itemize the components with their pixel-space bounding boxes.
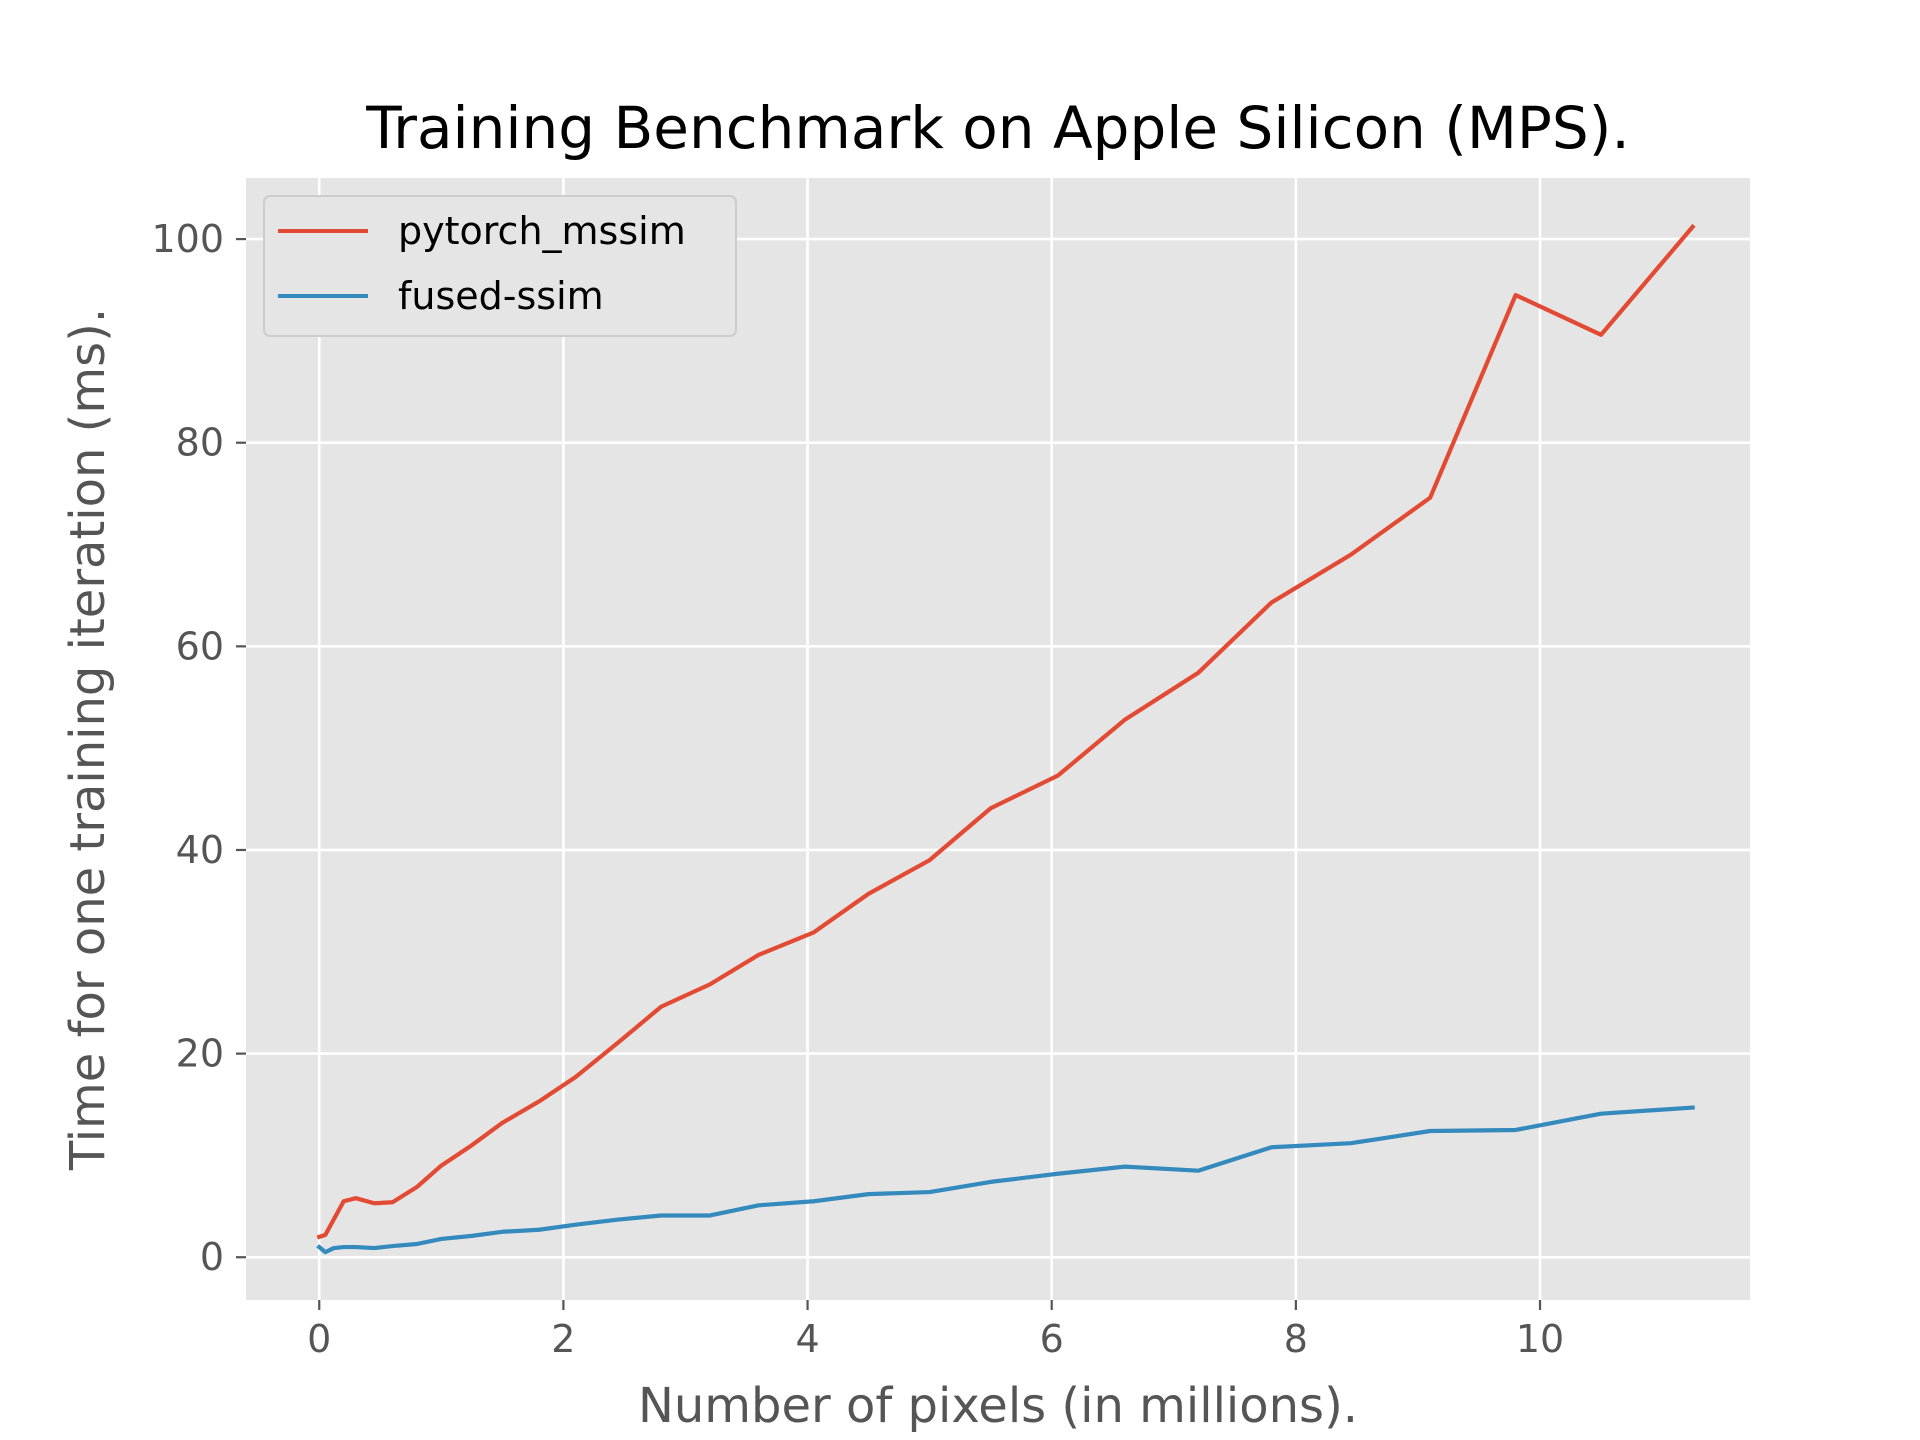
- y-tick-label: 100: [151, 217, 224, 261]
- plot-area: [246, 178, 1750, 1300]
- legend-frame: [263, 195, 737, 337]
- y-tick-label: 40: [176, 828, 224, 872]
- y-tick-label: 80: [176, 421, 224, 465]
- x-tick-label: 6: [1040, 1317, 1064, 1361]
- chart-title: Training Benchmark on Apple Silicon (MPS…: [365, 94, 1630, 162]
- series-line-pytorch-mssim: [316, 223, 1696, 1240]
- x-axis-label: Number of pixels (in millions).: [638, 1378, 1358, 1434]
- y-tick-label: 0: [200, 1235, 224, 1279]
- x-tick-label: 10: [1516, 1317, 1564, 1361]
- x-tick-label: 4: [795, 1317, 819, 1361]
- legend: pytorch_mssim fused-ssim: [263, 195, 737, 337]
- x-tick-label: 2: [551, 1317, 575, 1361]
- series-layer: [316, 223, 1696, 1255]
- x-tick-label: 8: [1284, 1317, 1308, 1361]
- y-tick-label: 20: [176, 1032, 224, 1076]
- y-tick-label: 60: [176, 624, 224, 668]
- x-tick-label: 0: [307, 1317, 331, 1361]
- y-axis-label: Time for one training iteration (ms).: [60, 308, 116, 1171]
- legend-label-fused-ssim: fused-ssim: [398, 274, 604, 318]
- series-line-fused-ssim: [316, 1105, 1695, 1255]
- legend-label-pytorch-mssim: pytorch_mssim: [398, 209, 686, 253]
